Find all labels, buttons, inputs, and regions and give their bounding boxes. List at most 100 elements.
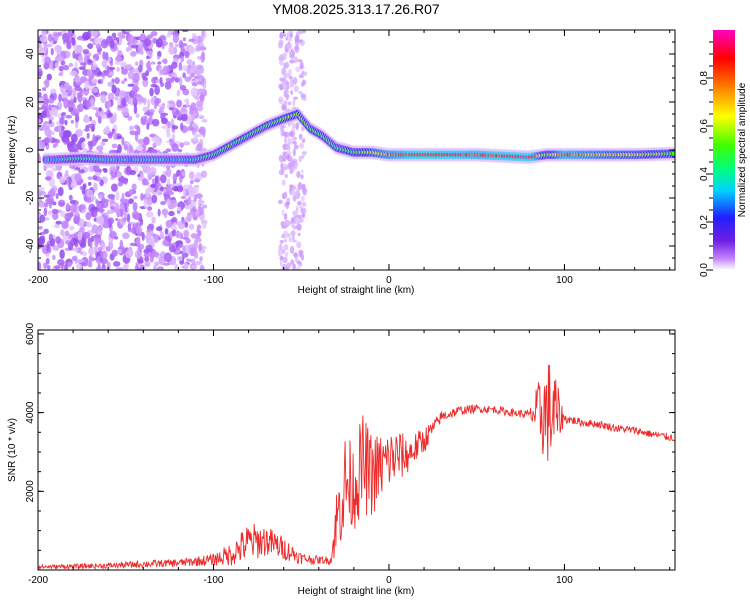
noise-speckle (288, 184, 294, 189)
noise-speckle (121, 68, 128, 75)
noise-speckle (102, 51, 106, 60)
noise-speckle (186, 58, 193, 66)
noise-speckle (124, 202, 128, 212)
noise-speckle (151, 178, 155, 185)
noise-speckle (166, 132, 171, 138)
noise-speckle (135, 236, 141, 246)
noise-speckle (121, 80, 125, 85)
noise-speckle (71, 255, 77, 262)
snr-xlabel: Height of straight line (km) (298, 586, 415, 597)
noise-speckle (295, 205, 299, 213)
noise-speckle (143, 97, 147, 106)
noise-speckle (295, 122, 300, 131)
noise-speckle (174, 77, 180, 83)
noise-speckle (115, 217, 119, 222)
noise-speckle (292, 136, 298, 141)
noise-speckle (52, 211, 59, 221)
noise-speckle (196, 80, 205, 85)
noise-speckle (120, 91, 127, 96)
spectrogram-xlabel: Height of straight line (km) (298, 285, 415, 296)
noise-speckle (39, 214, 46, 223)
noise-speckle (179, 142, 184, 148)
noise-speckle (192, 206, 197, 213)
noise-speckle (82, 49, 90, 55)
noise-speckle (41, 102, 49, 110)
noise-speckle (279, 259, 283, 267)
noise-speckle (106, 261, 111, 270)
noise-speckle (298, 249, 304, 255)
noise-speckle (171, 229, 177, 237)
noise-speckle (93, 182, 98, 192)
noise-speckle (124, 30, 133, 33)
noise-speckle (199, 256, 203, 262)
noise-speckle (294, 45, 300, 53)
noise-speckle (294, 191, 299, 199)
noise-speckle (279, 77, 285, 82)
noise-speckle (129, 89, 136, 99)
noise-speckle (134, 81, 139, 86)
noise-speckle (87, 43, 94, 49)
noise-speckle (136, 145, 144, 151)
noise-speckle (116, 171, 122, 177)
noise-speckle (100, 250, 108, 260)
noise-speckle (64, 263, 68, 270)
noise-speckle (137, 44, 144, 55)
noise-speckle (46, 243, 50, 253)
noise-speckle (91, 209, 98, 218)
noise-speckle (171, 76, 176, 81)
noise-speckle (77, 54, 84, 64)
noise-speckle (293, 85, 299, 93)
noise-speckle (146, 211, 154, 218)
noise-speckle (60, 210, 66, 218)
noise-speckle (135, 226, 143, 235)
noise-speckle (98, 194, 104, 200)
x-tick-label: -100 (203, 575, 223, 586)
noise-speckle (190, 233, 198, 239)
noise-speckle (90, 97, 95, 106)
colorbar-ticks: 0.0 0.2 0.4 0.6 0.8 (699, 41, 713, 277)
noise-speckle (146, 55, 150, 60)
noise-speckle (68, 30, 73, 35)
noise-speckle (90, 30, 99, 38)
noise-speckle (177, 255, 183, 262)
noise-speckle (292, 140, 297, 145)
noise-speckle (167, 30, 172, 36)
noise-speckle (189, 179, 194, 185)
noise-speckle (72, 50, 76, 60)
noise-speckle (111, 165, 117, 172)
noise-speckle (107, 132, 113, 139)
snr-frame (37, 329, 676, 571)
noise-speckle (292, 263, 296, 270)
noise-speckle (277, 248, 283, 257)
noise-speckle (95, 43, 102, 50)
noise-speckle (154, 175, 159, 185)
noise-speckle (182, 141, 191, 146)
noise-speckle (285, 145, 291, 151)
noise-speckle (150, 183, 157, 188)
noise-speckle (79, 185, 84, 190)
noise-speckle (69, 204, 77, 213)
noise-speckle (113, 130, 117, 141)
noise-speckle (157, 236, 161, 241)
noise-speckle (295, 216, 300, 225)
noise-speckle (38, 225, 43, 230)
noise-speckle (298, 91, 303, 95)
noise-speckle (91, 224, 98, 234)
noise-speckle (137, 138, 145, 145)
noise-speckle (38, 118, 42, 124)
noise-speckle (296, 241, 302, 249)
noise-speckle (123, 144, 129, 151)
noise-speckle (86, 132, 90, 139)
noise-speckle (45, 257, 50, 265)
noise-speckle (181, 171, 186, 177)
noise-speckle (300, 195, 305, 202)
noise-speckle (183, 262, 189, 270)
noise-speckle (142, 77, 149, 81)
noise-speckle (101, 59, 108, 68)
noise-speckle (150, 83, 158, 88)
noise-speckle (89, 85, 93, 92)
noise-speckle (292, 210, 298, 217)
noise-speckle (162, 66, 166, 76)
noise-speckle (64, 119, 68, 126)
